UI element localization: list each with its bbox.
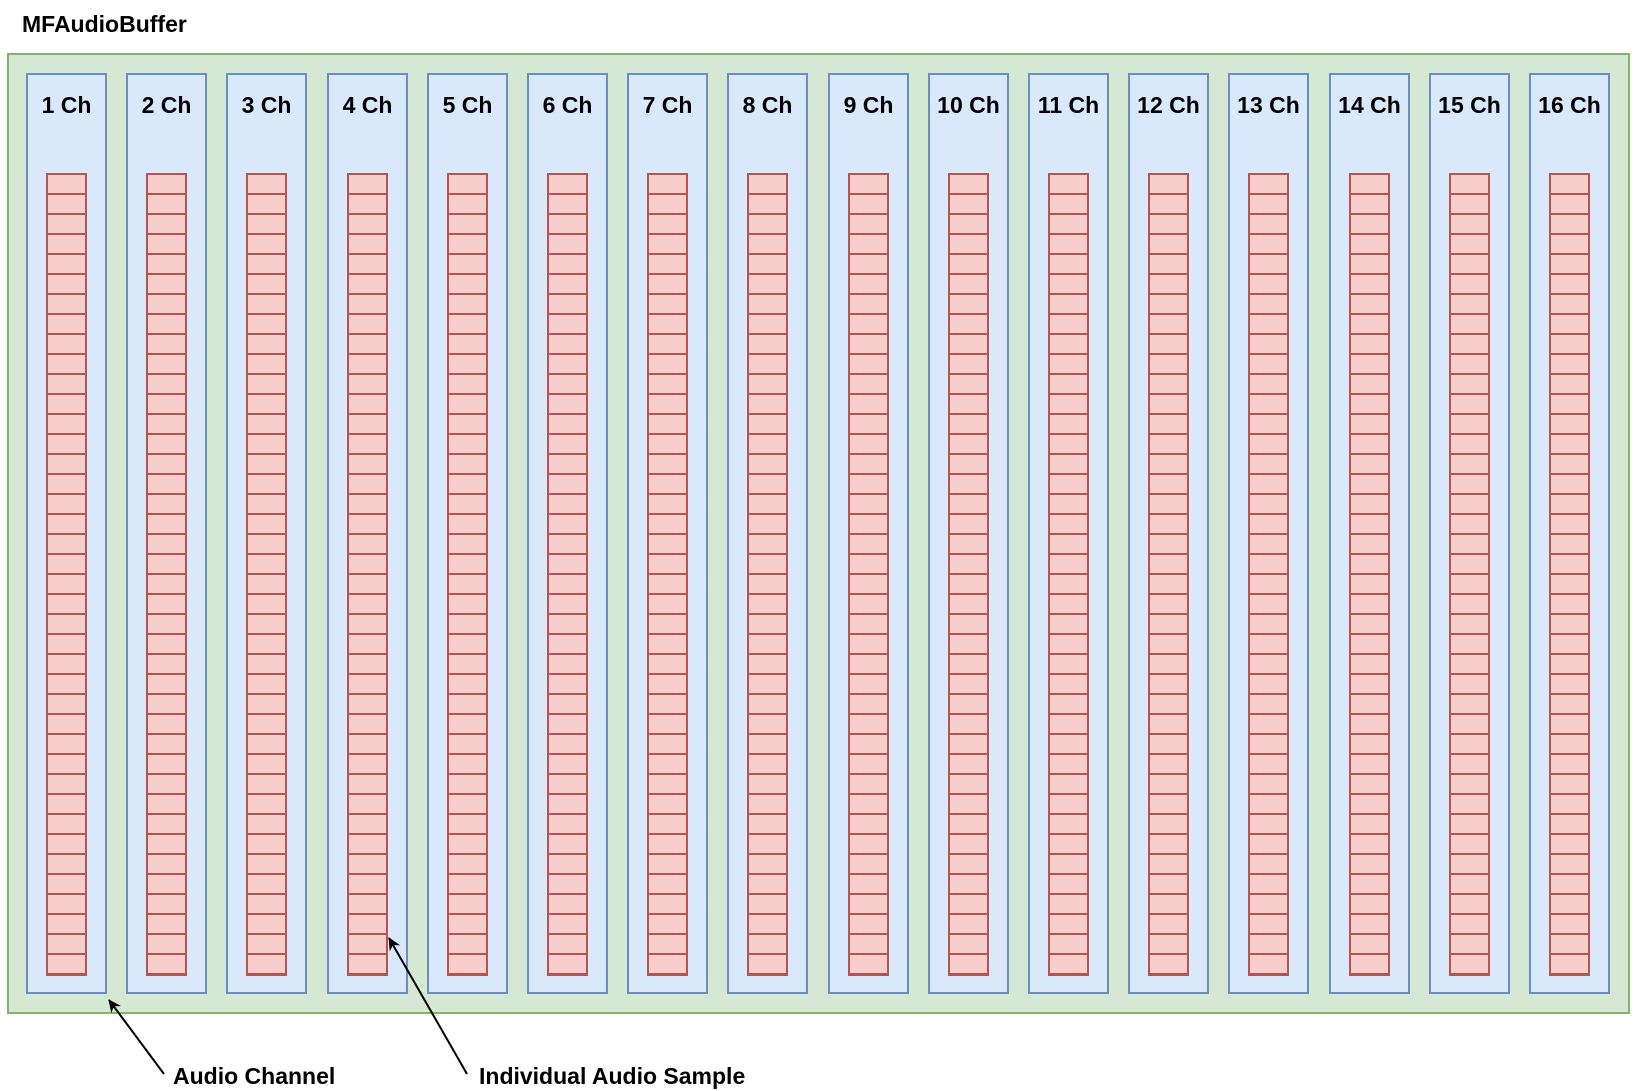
channel-label: 14 Ch bbox=[1338, 92, 1401, 118]
channel-label: 2 Ch bbox=[141, 92, 192, 118]
sample-stack bbox=[1349, 173, 1390, 976]
sample-stack bbox=[647, 173, 688, 976]
audio-channel: 1 Ch bbox=[26, 73, 107, 994]
audio-channel: 11 Ch bbox=[1028, 73, 1109, 994]
sample-stack bbox=[347, 173, 388, 976]
audio-channel: 14 Ch bbox=[1329, 73, 1410, 994]
channel-label: 7 Ch bbox=[642, 92, 693, 118]
sample-stack bbox=[246, 173, 287, 976]
channel-label: 6 Ch bbox=[542, 92, 593, 118]
channel-label: 12 Ch bbox=[1137, 92, 1200, 118]
sample-stack bbox=[948, 173, 989, 976]
channel-label: 10 Ch bbox=[937, 92, 1000, 118]
audio-channel: 4 Ch bbox=[327, 73, 408, 994]
audio-channel: 16 Ch bbox=[1529, 73, 1610, 994]
channel-label: 16 Ch bbox=[1538, 92, 1601, 118]
audio-channel: 13 Ch bbox=[1228, 73, 1309, 994]
sample-stack bbox=[1148, 173, 1189, 976]
audio-channel: 9 Ch bbox=[828, 73, 909, 994]
sample-stack bbox=[46, 173, 87, 976]
channel-label: 15 Ch bbox=[1438, 92, 1501, 118]
individual-sample-label: Individual Audio Sample bbox=[479, 1063, 746, 1089]
audio-channel: 7 Ch bbox=[627, 73, 708, 994]
sample-stack bbox=[747, 173, 788, 976]
sample-stack bbox=[447, 173, 488, 976]
audio-channel: 15 Ch bbox=[1429, 73, 1510, 994]
audio-channel: 12 Ch bbox=[1128, 73, 1209, 994]
sample-stack bbox=[848, 173, 889, 976]
sample-stack bbox=[1248, 173, 1289, 976]
channel-label: 11 Ch bbox=[1037, 92, 1100, 118]
diagram-title: MFAudioBuffer bbox=[22, 11, 187, 37]
sample-stack bbox=[547, 173, 588, 976]
channel-label: 1 Ch bbox=[41, 92, 92, 118]
sample-stack bbox=[1449, 173, 1490, 976]
channel-label: 8 Ch bbox=[742, 92, 793, 118]
channel-label: 5 Ch bbox=[442, 92, 493, 118]
channel-label: 9 Ch bbox=[843, 92, 894, 118]
audio-channel: 5 Ch bbox=[427, 73, 508, 994]
sample-stack bbox=[1549, 173, 1590, 976]
audio-channel-label: Audio Channel bbox=[173, 1063, 336, 1089]
channel-label: 13 Ch bbox=[1237, 92, 1300, 118]
sample-stack bbox=[1048, 173, 1089, 976]
audio-channel: 3 Ch bbox=[226, 73, 307, 994]
channel-label: 3 Ch bbox=[241, 92, 292, 118]
audio-channel: 10 Ch bbox=[928, 73, 1009, 994]
sample-stack bbox=[146, 173, 187, 976]
audio-channel: 8 Ch bbox=[727, 73, 808, 994]
audio-channel: 6 Ch bbox=[527, 73, 608, 994]
channel-label: 4 Ch bbox=[342, 92, 393, 118]
audio-channel: 2 Ch bbox=[126, 73, 207, 994]
